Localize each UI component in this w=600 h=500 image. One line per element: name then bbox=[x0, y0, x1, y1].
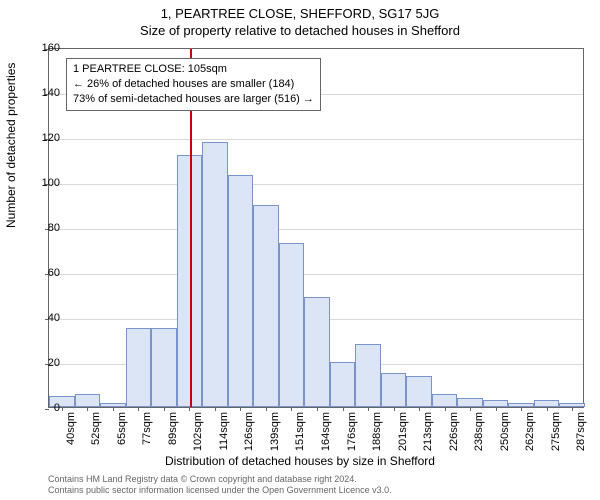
annotation-line2: ← 26% of detached houses are smaller (18… bbox=[73, 77, 314, 92]
x-axis-label: Distribution of detached houses by size … bbox=[0, 454, 600, 468]
x-tick-label: 262sqm bbox=[524, 412, 536, 451]
x-tick-label: 287sqm bbox=[575, 412, 587, 451]
x-tick-mark bbox=[164, 407, 165, 411]
x-tick-label: 164sqm bbox=[320, 412, 332, 451]
histogram-bar bbox=[355, 344, 381, 407]
x-tick-mark bbox=[368, 407, 369, 411]
x-tick-label: 40sqm bbox=[65, 412, 77, 445]
histogram-bar bbox=[330, 362, 356, 407]
y-tick-label: 0 bbox=[20, 402, 60, 414]
x-tick-label: 238sqm bbox=[473, 412, 485, 451]
x-tick-label: 176sqm bbox=[346, 412, 358, 451]
x-tick-mark bbox=[470, 407, 471, 411]
histogram-bar bbox=[406, 376, 432, 408]
y-tick-label: 40 bbox=[20, 312, 60, 324]
annotation-line1: 1 PEARTREE CLOSE: 105sqm bbox=[73, 62, 314, 77]
x-tick-label: 201sqm bbox=[397, 412, 409, 451]
x-tick-label: 126sqm bbox=[243, 412, 255, 451]
histogram-bar bbox=[126, 328, 152, 407]
x-tick-mark bbox=[189, 407, 190, 411]
x-tick-mark bbox=[521, 407, 522, 411]
x-tick-label: 102sqm bbox=[192, 412, 204, 451]
histogram-bar bbox=[202, 142, 228, 408]
y-tick-label: 60 bbox=[20, 267, 60, 279]
histogram-bar bbox=[381, 373, 407, 407]
x-tick-mark bbox=[547, 407, 548, 411]
x-tick-mark bbox=[496, 407, 497, 411]
x-tick-label: 188sqm bbox=[371, 412, 383, 451]
y-tick-label: 80 bbox=[20, 222, 60, 234]
x-tick-mark bbox=[291, 407, 292, 411]
x-tick-label: 139sqm bbox=[269, 412, 281, 451]
x-tick-mark bbox=[572, 407, 573, 411]
x-tick-mark bbox=[317, 407, 318, 411]
x-tick-mark bbox=[215, 407, 216, 411]
x-tick-mark bbox=[240, 407, 241, 411]
x-tick-mark bbox=[138, 407, 139, 411]
x-tick-label: 114sqm bbox=[218, 412, 230, 450]
histogram-bar bbox=[253, 205, 279, 408]
x-tick-label: 151sqm bbox=[294, 412, 306, 451]
histogram-bar bbox=[457, 398, 483, 407]
footer-attribution: Contains HM Land Registry data © Crown c… bbox=[48, 474, 392, 496]
footer-line1: Contains HM Land Registry data © Crown c… bbox=[48, 474, 392, 485]
footer-line2: Contains public sector information licen… bbox=[48, 485, 392, 496]
x-tick-label: 89sqm bbox=[167, 412, 179, 445]
x-tick-label: 226sqm bbox=[448, 412, 460, 451]
x-tick-mark bbox=[87, 407, 88, 411]
chart-title-subtitle: Size of property relative to detached ho… bbox=[0, 21, 600, 42]
x-tick-label: 213sqm bbox=[422, 412, 434, 451]
histogram-bar bbox=[483, 400, 509, 407]
histogram-bar bbox=[304, 297, 330, 407]
x-tick-label: 250sqm bbox=[499, 412, 511, 451]
histogram-bar bbox=[534, 400, 560, 407]
histogram-bar bbox=[151, 328, 177, 407]
x-tick-mark bbox=[62, 407, 63, 411]
y-tick-label: 160 bbox=[20, 42, 60, 54]
y-tick-label: 20 bbox=[20, 357, 60, 369]
x-tick-label: 275sqm bbox=[550, 412, 562, 451]
x-tick-mark bbox=[266, 407, 267, 411]
x-tick-label: 65sqm bbox=[116, 412, 128, 445]
x-tick-label: 77sqm bbox=[141, 412, 153, 445]
x-tick-mark bbox=[445, 407, 446, 411]
histogram-bar bbox=[279, 243, 305, 407]
histogram-bar bbox=[228, 175, 254, 407]
x-tick-label: 52sqm bbox=[90, 412, 102, 445]
y-tick-label: 120 bbox=[20, 132, 60, 144]
x-tick-mark bbox=[394, 407, 395, 411]
annotation-line3: 73% of semi-detached houses are larger (… bbox=[73, 92, 314, 107]
x-tick-mark bbox=[343, 407, 344, 411]
y-tick-label: 100 bbox=[20, 177, 60, 189]
histogram-bar bbox=[75, 394, 101, 408]
annotation-box: 1 PEARTREE CLOSE: 105sqm ← 26% of detach… bbox=[66, 58, 321, 111]
y-axis-label: Number of detached properties bbox=[4, 63, 18, 228]
x-tick-marks bbox=[49, 407, 583, 411]
x-tick-mark bbox=[419, 407, 420, 411]
histogram-bar bbox=[432, 394, 458, 408]
chart-title-address: 1, PEARTREE CLOSE, SHEFFORD, SG17 5JG bbox=[0, 0, 600, 21]
y-tick-label: 140 bbox=[20, 87, 60, 99]
x-tick-mark bbox=[113, 407, 114, 411]
